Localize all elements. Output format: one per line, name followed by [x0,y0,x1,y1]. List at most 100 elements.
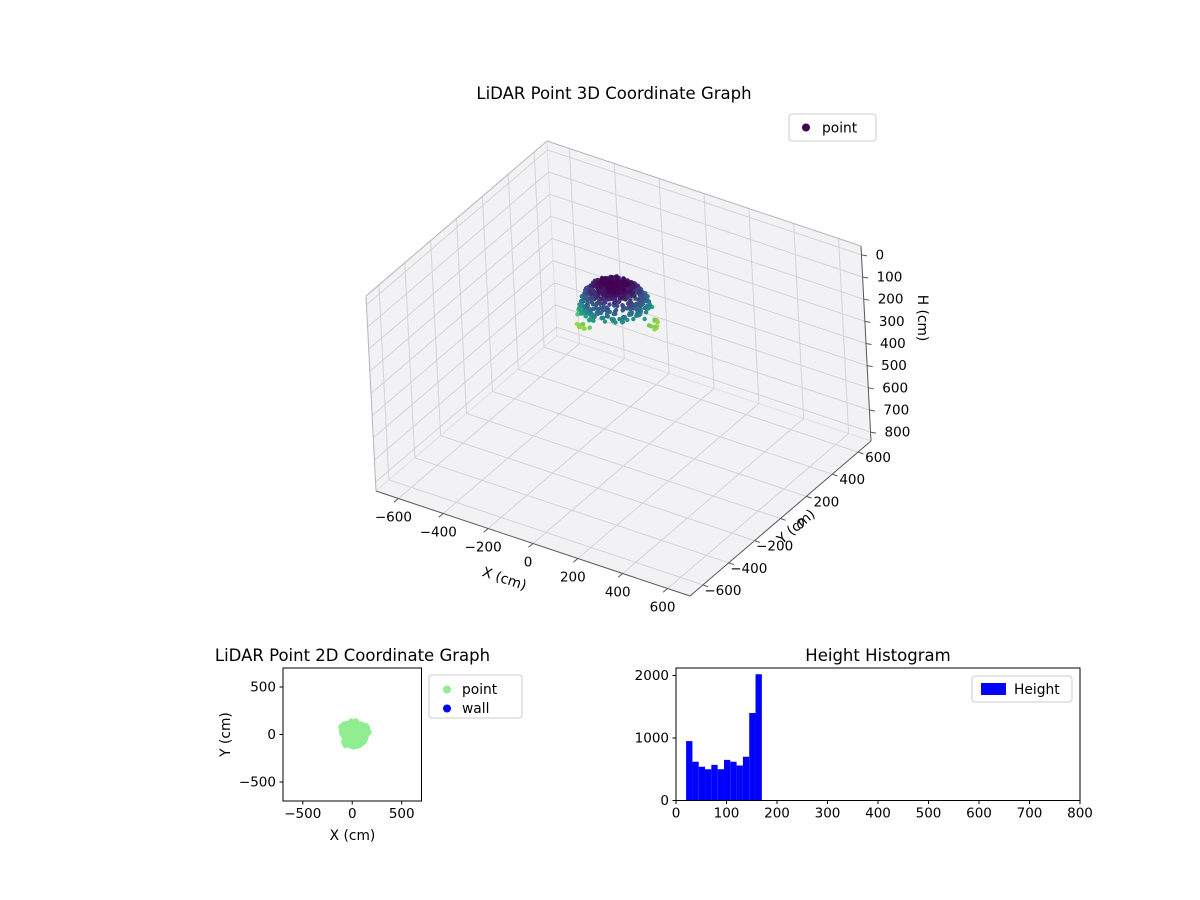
scatter-point-3d [627,289,633,294]
subplot-3d: −600−400−2000200400600−600−400−200020040… [365,84,930,616]
scatter-point-3d [613,283,619,288]
plot2d-ytick-label: 500 [250,680,276,696]
histogram-bar [711,764,718,801]
plot3d-title: LiDAR Point 3D Coordinate Graph [476,84,751,103]
scatter-point-3d [587,325,592,330]
histogram-bar [717,769,724,801]
scatter-point-3d [642,305,647,311]
tick-mark [857,451,864,455]
scatter-point-3d [590,312,595,317]
tick-mark [832,473,838,477]
gridline [404,262,729,564]
gridline [487,178,670,529]
tick-mark [806,495,812,499]
plot2d-point-cloud [338,718,372,750]
gridline [374,304,870,461]
plot3d-ytick-label: 600 [865,450,891,466]
histogram-bar [723,759,731,801]
scatter-point-3d [621,288,627,293]
scatter-point-3d [585,300,590,305]
plot3d-ztick-label: 300 [879,314,905,330]
histogram-title: Height Histogram [805,646,950,665]
scatter-point-2d [347,720,354,727]
histogram-bars [686,674,762,801]
plot2d-xtick-label: 0 [348,806,357,822]
tick-mark [528,543,534,548]
plot3d-xtick-label: 600 [650,600,676,616]
gridline [366,149,862,306]
gridline [532,193,715,544]
plot3d-xtick-label: −200 [465,540,502,556]
histogram-legend-frame [971,675,1073,703]
plot2d-legend-label-point: point [462,682,498,698]
plot3d-xtick-label: 0 [524,555,533,571]
scatter-point-3d [598,285,603,290]
gridline [507,174,833,475]
histogram-xtick-label: 800 [1067,806,1093,822]
scatter-point-3d [631,285,636,290]
histogram-bar [742,756,750,801]
plot2d-legend-frame [428,674,523,719]
histogram-bar [730,761,737,801]
gridline [398,148,580,499]
plot2d-legend: point wall [428,674,523,719]
plot3d-ztick-label: 200 [878,292,904,308]
histogram-bar [692,761,699,801]
histogram-legend: Height [971,675,1073,703]
plot2d-title: LiDAR Point 2D Coordinate Graph [215,646,490,665]
scatter-point-3d [596,310,602,315]
tick-mark [617,573,624,578]
histogram-legend-swatch [981,683,1006,695]
tick-mark [868,387,874,390]
histogram-bar [749,713,756,801]
plot2d-ylabel: Y (cm) [218,712,234,758]
axis-edge [546,140,862,247]
plot2d-xlabel: X (cm) [330,828,376,844]
scatter-point-3d [613,307,619,313]
histogram-xtick-label: 300 [815,806,841,822]
plot3d-ztick-label: 600 [882,380,908,396]
scatter-point-3d [597,280,602,286]
gridline [481,196,807,497]
tick-mark [863,298,870,301]
scatter-point-3d [611,317,616,322]
scatter-point-3d [615,303,620,309]
scatter-point-3d [621,314,626,320]
scatter-point-3d [643,291,648,296]
tick-mark [867,365,873,368]
subplot-2d: −500 0 500 500 0 −500 LiDAR Point 2D Coordina… [215,646,523,844]
plot2d-tick-labels: −500 0 500 500 0 −500 [239,680,415,823]
histogram-xtick-label: 500 [916,806,942,822]
scatter-point-2d [347,725,354,732]
scatter-point-2d [365,729,372,736]
scatter-point-3d [627,311,632,316]
axis-edge [365,140,548,297]
histogram-ytick-label: 2000 [635,668,669,684]
histogram-bar [686,741,693,801]
tick-mark [483,528,489,533]
scatter-point-3d [625,282,631,287]
scatter-point-3d [621,280,627,285]
scatter-point-3d [580,321,586,327]
histogram-xtick-label: 100 [714,806,740,822]
scatter-point-3d [652,324,657,330]
plot2d-legend-marker-wall [443,704,451,713]
tick-mark [662,588,668,593]
scatter-point-3d [646,323,652,328]
plot3d-ytick-label: 200 [813,494,839,510]
histogram-tick-labels: 0 100 200 300 400 500 600 700 800 0 1000 2000 [635,668,1093,822]
scatter-point-2d [348,742,355,749]
plot2d-ytick-label: −500 [239,775,276,791]
scatter-point-3d [582,326,587,331]
scatter-point-3d [643,310,649,315]
plot2d-ytick-label: 0 [267,727,276,743]
plot3d-legend-frame [788,113,877,142]
scatter-point-3d [621,276,626,281]
plot2d-legend-label-wall: wall [462,701,489,717]
plot3d-ytick-label: 0 [796,517,805,533]
histogram-ytick-label: 1000 [635,731,669,747]
gridline [667,238,850,589]
scatter-point-3d [617,316,622,322]
